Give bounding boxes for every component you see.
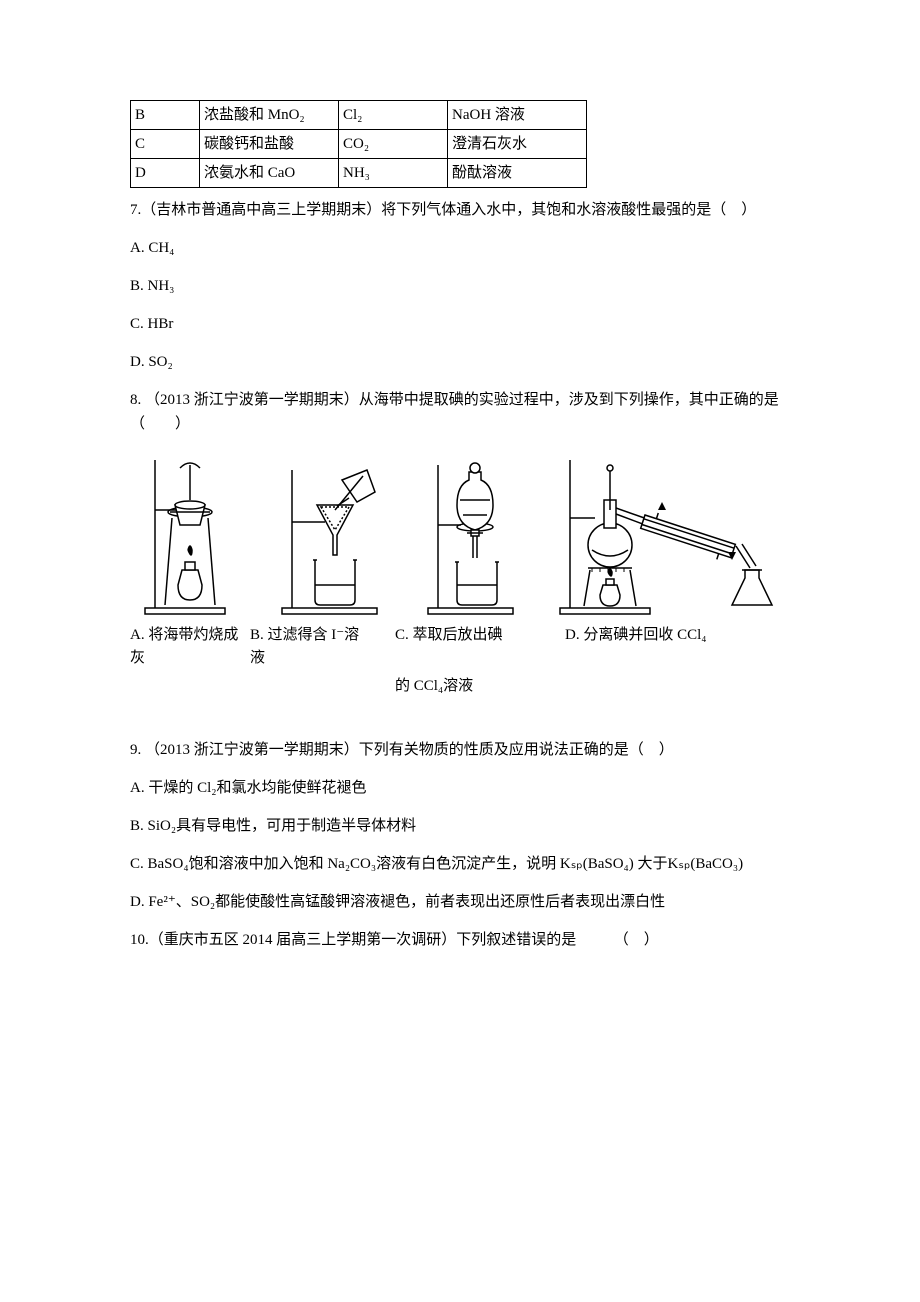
q8-diagrams [130,450,790,620]
cell: D [131,159,200,188]
q9-option-c: C. BaSO₄饱和溶液中加入饱和 Na₂CO₃溶液有白色沉淀产生，说明 Kₛₚ… [130,852,790,876]
q9-option-a: A. 干燥的 Cl₂和氯水均能使鲜花褪色 [130,776,790,800]
question-10-stem: 10.（重庆市五区 2014 届高三上学期第一次调研）下列叙述错误的是 （ ） [130,928,790,952]
diagram-c-icon [413,450,533,620]
data-table: B 浓盐酸和 MnO₂ Cl₂ NaOH 溶液 C 碳酸钙和盐酸 CO₂ 澄清石… [130,100,587,188]
cell: NaOH 溶液 [448,101,587,130]
cell: 酚酞溶液 [448,159,587,188]
table-row: C 碳酸钙和盐酸 CO₂ 澄清石灰水 [131,130,587,159]
q8-labels: A. 将海带灼烧成 B. 过滤得含 I⁻溶 C. 萃取后放出碘 D. 分离碘并回… [130,624,790,698]
table-row: D 浓氨水和 CaO NH₃ 酚酞溶液 [131,159,587,188]
q8-label-c1: C. 萃取后放出碘 [395,624,535,647]
cell: NH₃ [339,159,448,188]
cell: 碳酸钙和盐酸 [200,130,339,159]
q8-label-b1: B. 过滤得含 I⁻溶 [250,624,395,647]
q7-option-b: B. NH₃ [130,274,790,298]
q9-option-b: B. SiO₂具有导电性，可用于制造半导体材料 [130,814,790,838]
q8-label-b2: 液 [250,647,395,670]
q8-label-a1: A. 将海带灼烧成 [130,624,250,647]
table-row: B 浓盐酸和 MnO₂ Cl₂ NaOH 溶液 [131,101,587,130]
q7-option-c: C. HBr [130,312,790,336]
question-9-stem: 9. （2013 浙江宁波第一学期期末）下列有关物质的性质及应用说法正确的是（ … [130,738,790,762]
cell: CO₂ [339,130,448,159]
diagram-a-icon [130,450,250,620]
diagram-b-icon [267,450,397,620]
q7-option-a: A. CH₄ [130,236,790,260]
q8-label-c2: 的 CCl₄溶液 [395,675,473,698]
question-7-stem: 7.（吉林市普通高中高三上学期期末）将下列气体通入水中，其饱和水溶液酸性最强的是… [130,198,790,222]
q9-option-d: D. Fe²⁺、SO₂都能使酸性高锰酸钾溶液褪色，前者表现出还原性后者表现出漂白… [130,890,790,914]
cell: Cl₂ [339,101,448,130]
q8-label-d: D. 分离碘并回收 CCl₄ [535,624,790,647]
q7-option-d: D. SO₂ [130,350,790,374]
cell: 澄清石灰水 [448,130,587,159]
question-8-stem: 8. （2013 浙江宁波第一学期期末）从海带中提取碘的实验过程中，涉及到下列操… [130,388,790,436]
cell: B [131,101,200,130]
cell: 浓氨水和 CaO [200,159,339,188]
q8-label-a2: 灰 [130,647,250,670]
diagram-d-icon [550,450,790,620]
cell: C [131,130,200,159]
cell: 浓盐酸和 MnO₂ [200,101,339,130]
